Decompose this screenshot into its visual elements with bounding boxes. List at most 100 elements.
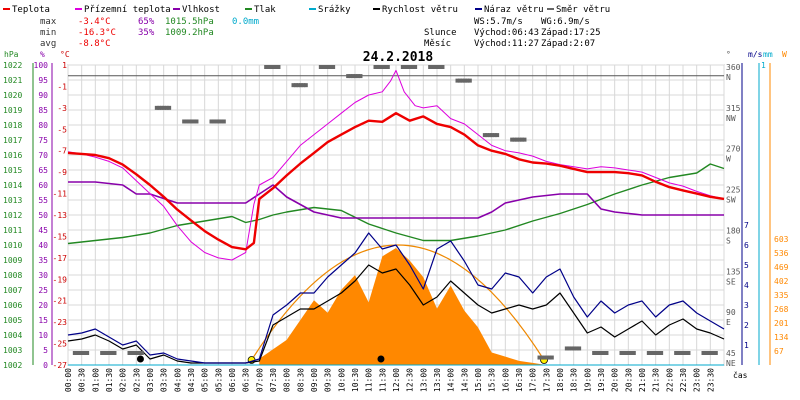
axis-unit-time: čas — [733, 370, 748, 380]
wind-direction-point — [654, 351, 659, 355]
wind-direction-point — [318, 65, 323, 69]
pct-tick-label: 90 — [38, 91, 48, 100]
w-tick-label: 603 — [774, 235, 789, 244]
x-tick-label: 23:30 — [706, 368, 715, 392]
hpa-tick-label: 1003 — [3, 346, 22, 355]
series-teplota — [67, 111, 725, 251]
wind-direction-point — [549, 355, 554, 360]
wind-direction-point — [438, 65, 443, 69]
hpa-tick-label: 1006 — [3, 301, 22, 310]
wind-direction-point — [214, 119, 219, 124]
solar-radiation — [259, 247, 547, 365]
wind-direction-point — [403, 65, 408, 69]
wind-direction-point — [676, 351, 681, 355]
wind-direction-point — [211, 119, 216, 124]
wind-direction-point — [457, 78, 462, 83]
hpa-tick-label: 1015 — [3, 166, 22, 175]
wind-direction-point — [487, 133, 492, 138]
w-tick-label: 67 — [774, 347, 784, 356]
ms-tick-label: 2 — [744, 321, 749, 330]
wind-direction-point — [157, 105, 162, 110]
wind-direction-point — [162, 105, 167, 110]
wind-direction-point — [400, 65, 405, 69]
x-tick-label: 20:30 — [624, 368, 633, 392]
wind-direction-point — [159, 105, 164, 110]
wind-direction-point — [271, 65, 276, 69]
x-tick-label: 09:00 — [310, 368, 319, 392]
x-tick-label: 10:00 — [337, 368, 346, 392]
w-tick-label: 134 — [774, 333, 789, 342]
wind-direction-point — [413, 65, 418, 69]
wind-direction-point — [467, 78, 472, 83]
axis-unit-w: W — [782, 50, 787, 59]
direction-tick-label: 270 — [726, 145, 741, 154]
wind-direction-points — [72, 65, 718, 360]
x-tick-label: 19:00 — [583, 368, 592, 392]
pct-tick-label: 15 — [38, 316, 48, 325]
wind-direction-point — [293, 83, 298, 88]
wind-direction-point — [107, 351, 112, 355]
wind-direction-point — [629, 351, 634, 355]
info-sun-set: Západ:17:25 — [541, 28, 601, 38]
wind-direction-point — [346, 74, 351, 79]
x-tick-label: 14:00 — [447, 368, 456, 392]
wind-direction-point — [564, 346, 569, 351]
info-moon-set: Západ:2:07 — [541, 39, 595, 49]
stat-avg-label: avg — [40, 39, 56, 49]
x-tick-label: 16:30 — [515, 368, 524, 392]
wind-direction-point — [440, 65, 445, 69]
temp-tick-label: -5 — [57, 125, 67, 134]
w-tick-label: 268 — [774, 305, 789, 314]
x-tick-label: 05:00 — [201, 368, 210, 392]
x-tick-label: 12:30 — [406, 368, 415, 392]
hpa-tick-label: 1018 — [3, 121, 22, 130]
wind-direction-point — [708, 351, 713, 355]
series-p-zemn-teplota — [67, 69, 725, 261]
wind-direction-point — [510, 137, 515, 142]
info-ws: WS:5.7m/s — [474, 17, 523, 27]
wind-direction-point — [216, 119, 221, 124]
sun-arc — [251, 244, 545, 361]
wind-direction-point — [331, 65, 336, 69]
wind-direction-point — [189, 119, 194, 124]
pct-tick-label: 60 — [38, 181, 48, 190]
wind-direction-point — [490, 133, 495, 138]
temp-tick-label: -7 — [57, 147, 67, 156]
wind-direction-point — [631, 351, 636, 355]
wind-direction-point — [602, 351, 607, 355]
moonrise-marker — [377, 355, 385, 363]
temp-tick-label: -9 — [57, 168, 67, 177]
hpa-tick-label: 1013 — [3, 196, 22, 205]
wind-direction-point — [383, 65, 388, 69]
x-tick-label: 08:30 — [296, 368, 305, 392]
pct-tick-label: 50 — [38, 211, 48, 220]
wind-direction-point — [433, 65, 438, 69]
x-tick-label: 15:30 — [488, 368, 497, 392]
x-tick-label: 09:30 — [324, 368, 333, 392]
hpa-tick-label: 1021 — [3, 76, 22, 85]
wind-direction-point — [572, 346, 577, 351]
wind-direction-point — [105, 351, 110, 355]
wind-direction-point — [567, 346, 572, 351]
w-tick-label: 536 — [774, 249, 789, 258]
wind-direction-point — [624, 351, 629, 355]
wind-direction-point — [495, 133, 500, 138]
stat-max-label: max — [40, 17, 57, 27]
solar-radiation-area — [259, 247, 547, 365]
wind-direction-point — [80, 351, 85, 355]
hpa-tick-label: 1014 — [3, 181, 22, 190]
direction-name-label: S — [726, 236, 731, 245]
x-tick-label: 17:30 — [542, 368, 551, 392]
wind-direction-point — [182, 119, 187, 124]
wind-direction-point — [512, 137, 517, 142]
direction-name-label: SE — [726, 277, 736, 286]
direction-name-label: E — [726, 318, 731, 327]
wind-direction-point — [592, 351, 597, 355]
stat-avg-temp: -8.8°C — [78, 39, 111, 49]
wind-direction-point — [485, 133, 490, 138]
temp-tick-label: -21 — [53, 297, 68, 306]
wind-direction-point — [430, 65, 435, 69]
wind-direction-point — [353, 74, 358, 79]
wind-direction-point — [373, 65, 378, 69]
